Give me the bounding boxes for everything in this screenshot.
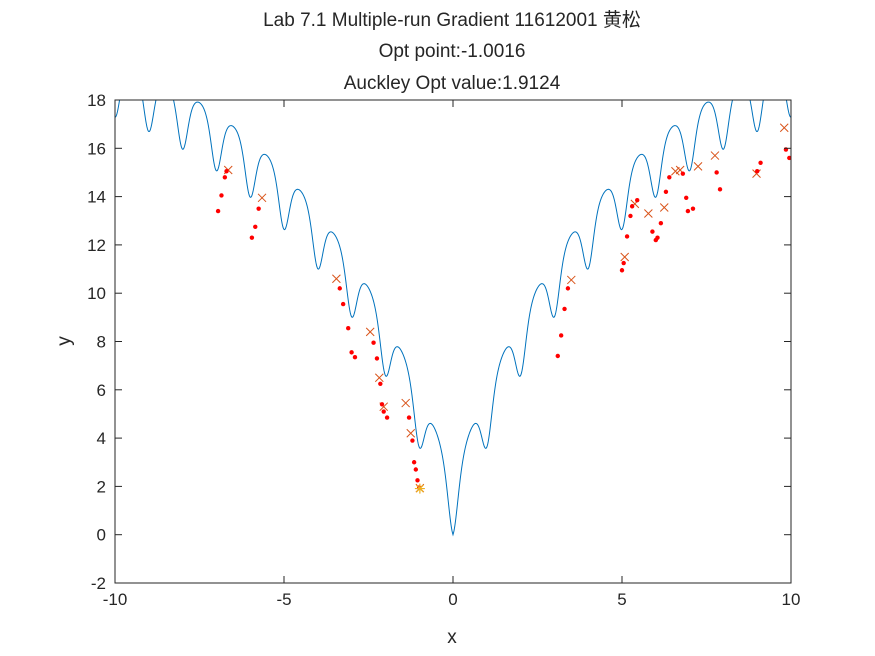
dot-marker (371, 340, 376, 345)
y-tick-label: 4 (97, 429, 106, 448)
dot-marker (755, 169, 760, 174)
dot-marker (411, 460, 417, 465)
y-tick-label: 2 (97, 477, 106, 496)
x-marker (710, 151, 720, 160)
dot-marker (378, 381, 383, 386)
y-tick-label: 6 (97, 381, 106, 400)
dot-marker (624, 234, 630, 239)
dot-marker (379, 402, 385, 407)
dot-marker (249, 235, 255, 240)
dot-marker (555, 353, 560, 359)
axes: -10 -5 0 5 10 -2 0 2 4 6 8 10 12 14 16 18 (87, 91, 800, 609)
dot-marker (717, 187, 723, 192)
dot-marker (349, 350, 354, 355)
x-marker (332, 274, 341, 284)
y-axis-label: y (54, 336, 75, 346)
dot-marker (650, 229, 655, 234)
y-tick-label: -2 (91, 574, 106, 593)
x-tick-label: 0 (448, 590, 457, 609)
dot-marker (621, 260, 626, 266)
y-tick-label: 8 (97, 333, 106, 352)
dot-marker (655, 235, 660, 240)
dot-marker (629, 204, 635, 209)
y-tick-label: 12 (87, 236, 106, 255)
dot-marker (685, 208, 691, 214)
dot-marker (340, 301, 346, 307)
x-marker (659, 203, 669, 212)
dot-marker (381, 409, 386, 414)
dot-marker (224, 169, 229, 174)
x-tick-label: 5 (617, 590, 626, 609)
x-marker (566, 275, 576, 285)
x-marker (693, 162, 703, 171)
dot-marker (714, 170, 719, 175)
dot-marker (413, 467, 419, 472)
y-tick-label: 18 (87, 91, 106, 110)
x-marker (644, 209, 653, 218)
dot-marker (635, 198, 640, 203)
dot-marker (410, 438, 415, 443)
y-tick-label: 14 (87, 188, 106, 207)
dot-marker (628, 213, 633, 219)
x-tick-label: 10 (782, 590, 801, 609)
x-marker (365, 327, 375, 337)
x-marker (779, 123, 789, 133)
dot-marker (667, 175, 672, 180)
dot-marker (346, 326, 351, 331)
dot-marker (222, 175, 228, 180)
title-line-3: Auckley Opt value:1.9124 (344, 73, 561, 94)
x-tick-label: -10 (103, 590, 128, 609)
dot-marker (406, 415, 412, 420)
y-tick-label: 0 (97, 526, 106, 545)
dot-marker (558, 333, 564, 338)
dot-marker (663, 189, 669, 194)
dot-marker (415, 478, 420, 483)
y-tick-label: 16 (87, 139, 106, 158)
dot-marker (787, 155, 791, 161)
optimum-star-marker (414, 483, 425, 494)
title-line-2: Opt point:-1.0016 (379, 41, 526, 62)
x-marker (406, 428, 416, 438)
x-marker (374, 373, 384, 383)
dot-marker (215, 208, 221, 214)
dot-marker (253, 224, 258, 229)
dot-marker (619, 268, 625, 273)
dot-marker (684, 195, 689, 201)
dot-marker (337, 286, 342, 291)
x-axis-label: x (447, 627, 457, 648)
title-line-1: Lab 7.1 Multiple-run Gradient 11612001 黄… (263, 9, 641, 31)
dot-marker (352, 354, 358, 360)
x-marker (401, 398, 411, 408)
dot-marker (384, 415, 390, 420)
dot-marker (219, 193, 224, 198)
x-tick-label: -5 (276, 590, 291, 609)
dot-marker (374, 356, 380, 361)
dot-marker (658, 220, 664, 226)
y-tick-label: 10 (87, 284, 106, 303)
dot-marker (680, 171, 686, 176)
plot-area (115, 100, 791, 537)
x-marker (257, 193, 267, 203)
dot-marker (758, 160, 763, 165)
axes-box (114, 99, 792, 584)
dot-marker (690, 206, 696, 211)
ackley-curve (115, 100, 791, 537)
dot-marker (562, 306, 567, 312)
dot-marker (256, 206, 261, 211)
dot-marker (565, 286, 571, 291)
x-marker (620, 252, 630, 262)
